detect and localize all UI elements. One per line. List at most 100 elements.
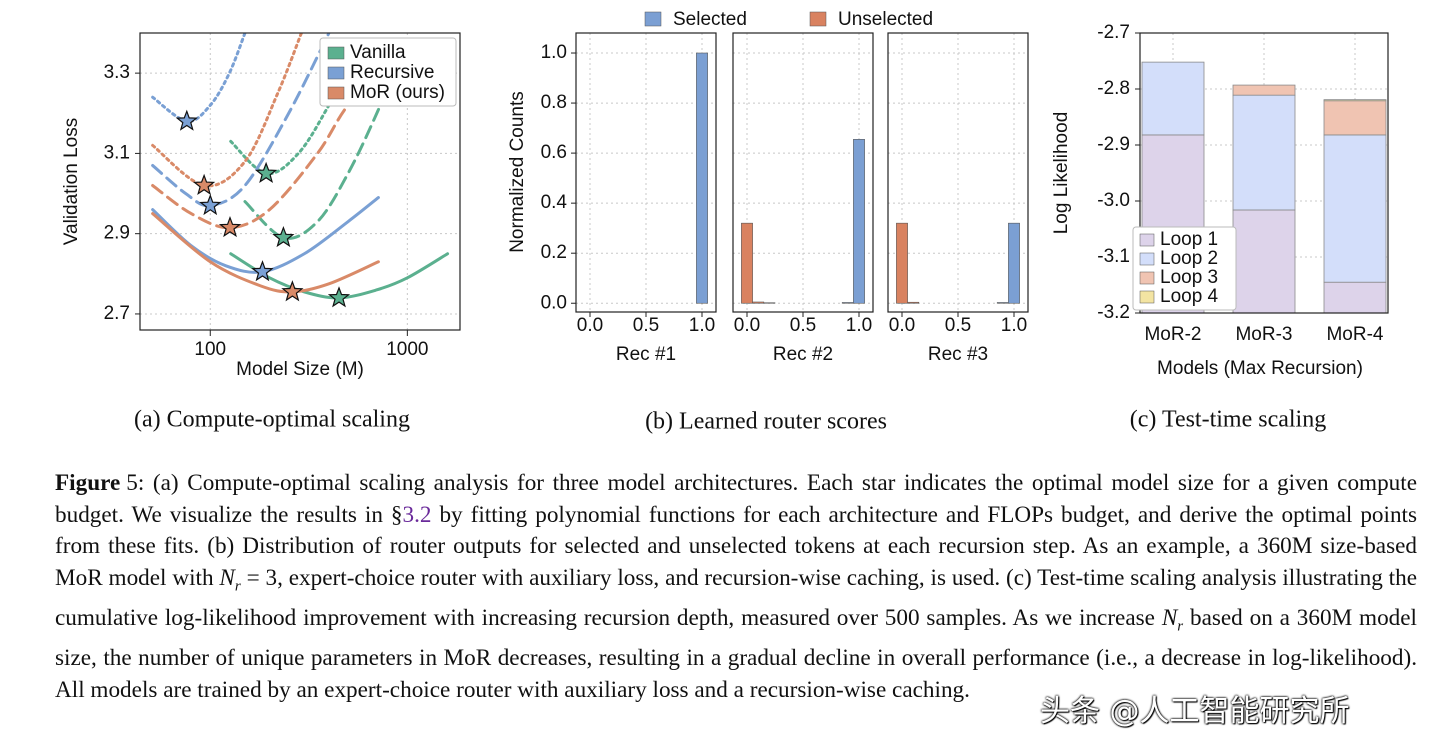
legend-label: MoR (ours) <box>350 82 445 103</box>
x-tick-label: MoR-3 <box>1235 324 1292 345</box>
x-axis-label: Models (Max Recursion) <box>1157 358 1363 379</box>
y-tick-label: -3.0 <box>1097 190 1130 211</box>
optimum-star <box>192 173 216 195</box>
x-tick-label: 1.0 <box>1001 315 1027 336</box>
y-tick-label: 0.6 <box>541 142 567 163</box>
figure-number: 5 <box>126 470 138 496</box>
fit-curve <box>151 196 380 274</box>
y-tick-label: 2.7 <box>104 303 130 324</box>
legend-swatch <box>1139 233 1155 247</box>
legend-label: Recursive <box>350 62 434 83</box>
x-axis-label: Model Size (M) <box>236 359 364 380</box>
legend-swatch <box>1139 252 1155 266</box>
y-axis-label: Log Likelihood <box>1051 112 1072 235</box>
legend-label: Loop 1 <box>1160 229 1218 250</box>
optimum-star <box>199 193 222 216</box>
bar-segment <box>1232 84 1296 96</box>
legend-label: Loop 3 <box>1160 267 1218 288</box>
optimum-star <box>218 215 242 238</box>
math: N <box>219 564 235 591</box>
x-tick-label: 0.0 <box>889 315 915 336</box>
panel-label: Rec #3 <box>928 344 988 365</box>
subtitle: (b) Learned router scores <box>645 409 887 435</box>
y-tick-label: -3.1 <box>1097 246 1130 267</box>
x-tick-label: 0.5 <box>945 315 971 336</box>
optimum-star <box>254 161 278 183</box>
legend-label: Loop 2 <box>1160 248 1218 269</box>
caption-text: by fitting polynomial functions for each… <box>55 501 1418 591</box>
x-tick-label: 1.0 <box>689 315 715 336</box>
legend-label: Loop 4 <box>1160 286 1219 307</box>
x-tick-label: 100 <box>194 339 226 360</box>
legend-label: Vanilla <box>350 42 406 63</box>
legend-swatch <box>327 46 345 60</box>
math-sub: r <box>1177 618 1184 635</box>
y-tick-label: 0.8 <box>541 92 567 113</box>
y-tick-label: -2.9 <box>1097 134 1130 155</box>
legend-box <box>319 37 457 107</box>
subtitle: (a) Compute-optimal scaling <box>134 407 410 433</box>
legend-box <box>1132 226 1237 311</box>
caption: Figure 5: (a) Compute-optimal scaling ana… <box>55 468 1417 706</box>
bar-segment <box>1323 100 1387 136</box>
histogram-bar <box>763 302 776 304</box>
legend-swatch <box>644 11 662 27</box>
legend-swatch <box>327 86 345 100</box>
fit-curve <box>151 33 303 188</box>
bar-segment <box>1141 61 1205 136</box>
plot-frame <box>887 32 1029 313</box>
plot-frame <box>732 32 874 313</box>
figure-label: Figure <box>55 470 121 496</box>
x-tick-label: 0.5 <box>790 315 816 336</box>
x-tick-label: MoR-2 <box>1144 324 1201 345</box>
y-axis-label: Validation Loss <box>61 118 82 245</box>
fit-curve <box>151 33 331 208</box>
y-tick-label: 2.9 <box>104 223 130 244</box>
legend-swatch <box>327 66 345 80</box>
histogram-bar <box>696 52 708 304</box>
y-tick-label: 3.3 <box>104 62 130 83</box>
y-tick-label: 3.1 <box>104 142 130 163</box>
caption-text: : (a) Compute-optimal scaling analysis f… <box>55 470 1417 528</box>
y-tick-label: 0.4 <box>541 192 568 213</box>
histogram-bar <box>853 139 865 304</box>
x-tick-label: 0.0 <box>577 315 603 336</box>
x-tick-label: 1000 <box>386 339 428 360</box>
optimum-star <box>327 286 351 308</box>
legend-label: Unselected <box>838 9 933 30</box>
histogram-bar <box>1008 222 1020 304</box>
x-tick-label: 0.0 <box>734 315 760 336</box>
histogram-bar <box>896 222 908 304</box>
bar-segment <box>1323 134 1387 283</box>
bar-segment <box>1232 94 1296 211</box>
histogram-bar <box>907 301 920 304</box>
bar-segment <box>1232 209 1296 314</box>
histogram-bar <box>841 302 854 304</box>
x-tick-label: MoR-4 <box>1326 324 1383 345</box>
panel-label: Rec #1 <box>616 344 676 365</box>
y-tick-label: -2.8 <box>1097 78 1130 99</box>
subtitle: (c) Test-time scaling <box>1130 407 1326 433</box>
bar-segment <box>1323 99 1387 102</box>
optimum-star <box>251 260 274 282</box>
y-tick-label: -2.7 <box>1097 22 1130 43</box>
section-link[interactable]: 3.2 <box>402 501 432 528</box>
y-tick-label: 0.2 <box>541 242 567 263</box>
histogram-bar <box>996 302 1009 304</box>
optimum-star <box>281 280 304 302</box>
caption-text: based on a 360M model size, the number o… <box>55 605 1417 703</box>
y-tick-label: 1.0 <box>541 42 567 63</box>
legend-label: Selected <box>673 9 747 30</box>
bar-segment <box>1323 281 1387 314</box>
panel-label: Rec #2 <box>773 344 833 365</box>
caption-text: = 3, expert-choice router with auxiliary… <box>55 564 1417 632</box>
legend-swatch <box>1139 271 1155 285</box>
legend-swatch <box>809 11 827 27</box>
fit-curve <box>151 33 247 123</box>
x-tick-label: 0.5 <box>633 315 659 336</box>
watermark: 头条 @人工智能研究所 <box>1040 694 1350 729</box>
math: N <box>1161 605 1178 632</box>
fit-curve <box>151 212 380 294</box>
histogram-bar <box>741 222 753 304</box>
